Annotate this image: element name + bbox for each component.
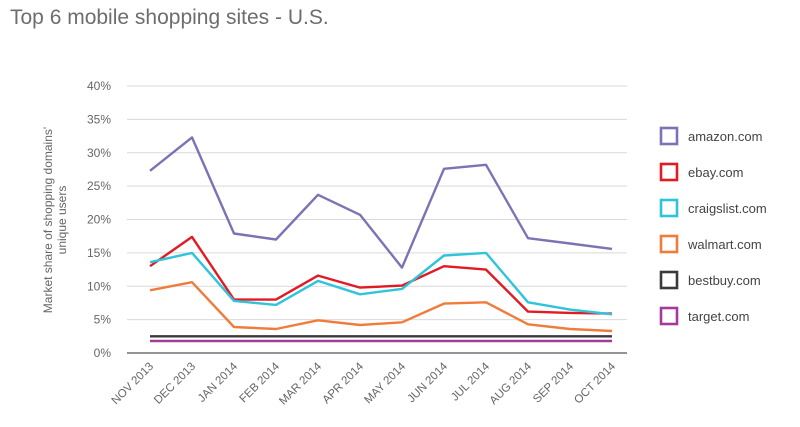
legend-swatch (659, 198, 679, 218)
x-tick-label: APR 2014 (321, 360, 367, 406)
grid-layer (127, 85, 627, 354)
legend-swatch (659, 306, 679, 326)
x-tick-label: NOV 2013 (110, 361, 156, 407)
series-line-amazon-com (149, 136, 613, 269)
y-tick-label: 25% (87, 179, 111, 193)
y-tick-label: 30% (87, 146, 111, 160)
y-tick-labels: 0% 5% 10% 15% 20% 25% 30% 35% 40% (87, 79, 111, 360)
legend-label: craigslist.com (688, 201, 767, 216)
x-tick-label: MAR 2014 (277, 360, 324, 407)
y-axis-label-line-2: unique users (55, 186, 69, 255)
x-tick-label: AUG 2014 (488, 360, 535, 407)
y-tick-label: 20% (87, 213, 111, 227)
series-line-walmart-com (149, 281, 613, 333)
legend-label: target.com (688, 309, 749, 324)
y-tick-label: 0% (94, 346, 112, 360)
series-lines (149, 136, 613, 343)
x-tick-label: SEP 2014 (531, 360, 576, 405)
x-tick-label: JUN 2014 (405, 360, 450, 405)
x-tick-label: MAY 2014 (362, 360, 408, 406)
x-tick-label: DEC 2013 (152, 361, 198, 407)
x-tick-label: OCT 2014 (572, 360, 618, 406)
y-tick-label: 35% (87, 112, 111, 126)
legend-label: amazon.com (688, 129, 762, 144)
x-tick-label: JUL 2014 (449, 360, 492, 403)
legend-label: walmart.com (687, 237, 762, 252)
y-tick-label: 10% (87, 279, 111, 293)
y-axis-label-line-1: Market share of shopping domains' (41, 127, 55, 313)
legend: amazon.com ebay.com craigslist.com walmart.… (659, 126, 767, 326)
series-line-craigslist-com (149, 251, 613, 316)
legend-swatch (659, 234, 679, 254)
series-line-ebay-com (149, 235, 613, 315)
legend-label: ebay.com (688, 165, 743, 180)
x-tick-label: FEB 2014 (237, 360, 282, 405)
y-tick-label: 40% (87, 79, 111, 93)
y-tick-label: 5% (94, 313, 112, 327)
legend-label: bestbuy.com (688, 273, 761, 288)
legend-swatch (659, 126, 679, 146)
y-tick-label: 15% (87, 246, 111, 260)
chart-title: Top 6 mobile shopping sites - U.S. (10, 6, 329, 29)
x-tick-label: JAN 2014 (196, 360, 241, 405)
legend-swatch (659, 162, 679, 182)
legend-swatch (659, 270, 679, 290)
